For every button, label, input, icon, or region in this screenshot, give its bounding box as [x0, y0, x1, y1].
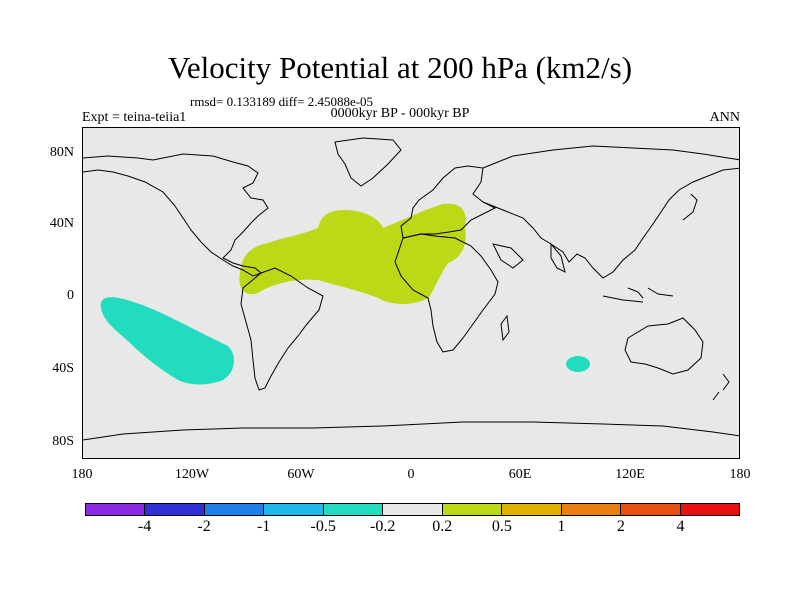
xtick-0: 0 [407, 467, 415, 482]
colorbar-swatch-5 [383, 504, 443, 515]
coastlines [83, 137, 739, 441]
ytick-40n: 40N [49, 216, 74, 231]
colorbar-label-6: 0.5 [491, 518, 512, 535]
xtick-60e: 60E [508, 467, 532, 482]
colorbar-swatch-10 [680, 504, 739, 515]
colorbar-label-4: -0.2 [370, 518, 396, 535]
colorbar-swatch-8 [561, 504, 622, 515]
colorbar [85, 503, 740, 516]
colorbar-swatch-2 [204, 504, 265, 515]
colorbar-label-8: 2 [616, 518, 625, 535]
colorbar-label-7: 1 [557, 518, 566, 535]
colorbar-label-3: -0.5 [310, 518, 336, 535]
experiment-label: Expt = teina-teiia1 [82, 110, 187, 125]
xtick-180-east: 180 [729, 467, 751, 482]
colorbar-label-5: 0.2 [432, 518, 453, 535]
xtick-60w: 60W [287, 467, 315, 482]
xtick-120e: 120E [615, 467, 645, 482]
ytick-80s: 80S [52, 434, 74, 449]
colorbar-label-1: -2 [197, 518, 211, 535]
negative-anomaly-pacific [100, 297, 235, 385]
positive-anomaly-atlantic [239, 203, 466, 304]
colorbar-swatch-6 [442, 504, 503, 515]
ytick-40s: 40S [52, 361, 74, 376]
colorbar-swatch-4 [323, 504, 384, 515]
negative-anomaly-indian-ocean [566, 356, 590, 372]
map-svg [83, 137, 739, 441]
period-label: 0000kyr BP - 000kyr BP [330, 106, 470, 121]
colorbar-swatch-9 [621, 504, 681, 515]
colorbar-label-2: -1 [256, 518, 271, 535]
colorbar-swatch-0 [86, 504, 146, 515]
colorbar-swatch-3 [264, 504, 324, 515]
colorbar-swatch-7 [502, 504, 562, 515]
xtick-180-west: 180 [71, 467, 93, 482]
season-label: ANN [709, 110, 740, 125]
xtick-120w: 120W [174, 467, 210, 482]
ytick-0: 0 [67, 288, 74, 303]
ytick-80n: 80N [49, 145, 74, 160]
colorbar-label-9: 4 [676, 518, 685, 535]
colorbar-label-0: -4 [137, 518, 152, 535]
colorbar-swatch-1 [145, 504, 205, 515]
rmsd-diff-stats: rmsd= 0.133189 diff= 2.45088e-05 [190, 94, 374, 109]
map-plot-area [82, 127, 740, 459]
chart-title: Velocity Potential at 200 hPa (km2/s) [167, 50, 633, 85]
